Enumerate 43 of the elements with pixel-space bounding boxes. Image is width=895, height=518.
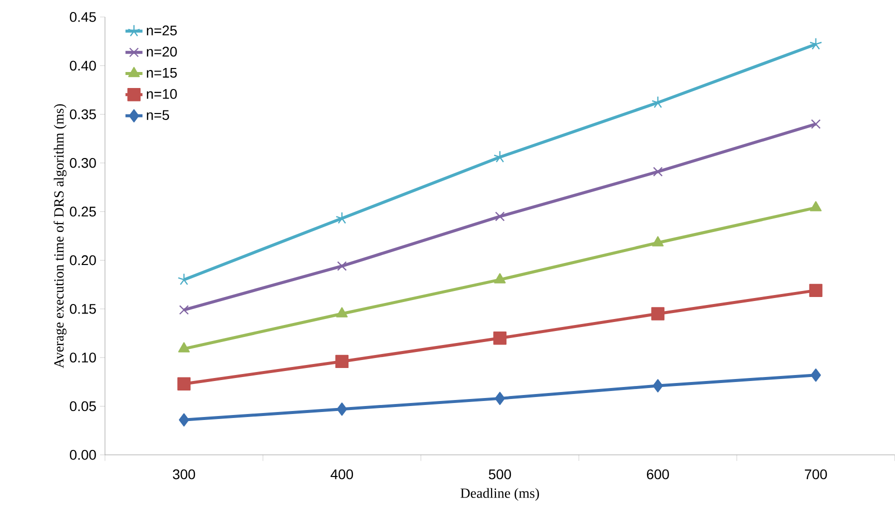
y-tick-label: 0.40 [70,60,96,71]
y-axis-title: Average execution time of DRS algorithm (ms) [54,104,66,368]
point [810,201,822,212]
point [495,212,505,222]
y-tick-label: 0.25 [70,206,96,217]
y-tick-label: 0.35 [70,109,96,120]
x-axis-title: Deadline (ms) [460,488,539,501]
point [336,307,348,318]
point [493,332,506,345]
y-tick-label: 0.15 [70,304,96,314]
x-tick-label: 500 [488,469,511,480]
point [178,342,190,352]
x-tick-label: 300 [172,469,196,480]
point [810,38,822,50]
x-tick-label: 600 [646,469,669,480]
legend-label: n=20 [146,46,177,57]
y-tick-label: 0.05 [70,401,96,412]
point [494,273,506,284]
point [494,392,505,406]
point [652,379,663,392]
point [177,377,191,390]
point [335,354,349,368]
point [652,236,664,246]
y-tick-label: 0.45 [70,12,96,22]
legend-label: n=10 [146,89,177,99]
point [653,166,663,177]
point [810,368,821,382]
y-tick-label: 0.00 [70,450,96,460]
legend-label: n=25 [146,26,177,36]
point [337,261,347,271]
point [809,284,822,298]
y-tick-label: 0.30 [70,158,96,168]
x-tick-label: 400 [330,469,354,480]
point [336,402,348,416]
point [178,413,190,427]
point [179,305,189,315]
x-tick-label: 700 [804,469,827,480]
point [810,119,821,129]
y-tick-label: 0.10 [70,352,96,363]
point [651,307,664,320]
legend-label: n=15 [146,68,177,78]
legend-label: n=5 [146,110,170,120]
y-tick-label: 0.20 [70,255,96,266]
